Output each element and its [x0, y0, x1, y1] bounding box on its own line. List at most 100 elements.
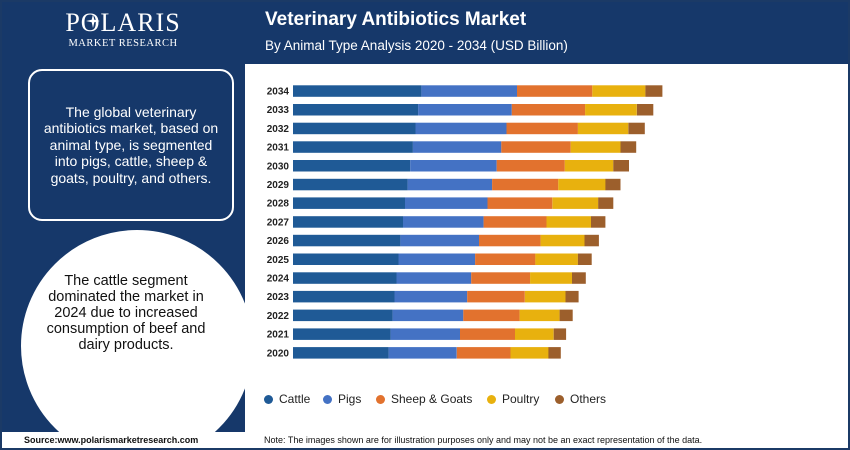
legend-label: Cattle	[279, 392, 311, 406]
year-label: 2034	[267, 87, 290, 98]
bar-segment-sheep-goats	[467, 290, 525, 303]
sidebar: POLARIS MARKET RESEARCH The global veter…	[2, 2, 245, 432]
legend-item-others: Others	[555, 392, 606, 406]
bar-segment-sheep-goats	[475, 253, 536, 265]
bar-segment-sheep-goats	[483, 216, 547, 228]
legend-label: Sheep & Goats	[391, 392, 473, 406]
year-label: 2024	[267, 274, 290, 285]
bar-segment-others	[605, 178, 621, 191]
legend-swatch	[323, 394, 332, 404]
bar-segment-pigs	[390, 328, 460, 340]
bar-segment-others	[620, 141, 637, 153]
bar-segment-poultry	[515, 328, 554, 340]
bar-segment-sheep-goats	[511, 104, 586, 116]
bar-segment-sheep-goats	[460, 328, 515, 340]
year-label: 2032	[267, 124, 290, 135]
bar-segment-cattle	[293, 290, 395, 303]
brand-logo: POLARIS MARKET RESEARCH	[48, 8, 198, 50]
stacked-bar-chart: 2034 2033 2032 2031 2030 2029 2028 2027 2026 2025…	[267, 85, 663, 359]
year-label: 2026	[267, 236, 290, 247]
chart-subtitle: By Animal Type Analysis 2020 - 2034 (USD…	[265, 38, 568, 53]
bar-segment-others	[548, 347, 561, 359]
legend-label: Others	[570, 392, 607, 406]
chart-title: Veterinary Antibiotics Market	[265, 9, 527, 30]
year-label: 2031	[267, 143, 290, 154]
legend-item-cattle: Cattle	[264, 392, 310, 406]
bar-segment-cattle	[293, 197, 405, 209]
year-label: 2030	[267, 161, 290, 172]
bar-segment-cattle	[293, 178, 408, 191]
legend-item-sheep-goats: Sheep & Goats	[376, 392, 472, 406]
bar-segment-poultry	[540, 234, 585, 247]
bar-segment-cattle	[293, 216, 403, 228]
bar-segment-pigs	[418, 104, 512, 116]
bar-segment-others	[572, 272, 586, 284]
bar-segment-poultry	[558, 178, 606, 191]
bar-segment-sheep-goats	[456, 347, 511, 359]
bar-segment-cattle	[293, 104, 419, 116]
bar-segment-poultry	[577, 122, 629, 135]
bar-segment-poultry	[535, 253, 578, 265]
year-label: 2028	[267, 199, 290, 210]
bar-segment-sheep-goats	[487, 197, 553, 209]
bar-segment-sheep-goats	[506, 122, 578, 135]
year-label: 2021	[267, 330, 290, 341]
bar-segment-poultry	[546, 216, 591, 228]
bar-segment-pigs	[394, 290, 468, 303]
bar-segment-pigs	[392, 309, 464, 322]
legend-swatch	[376, 394, 385, 404]
bar-segment-others	[636, 104, 654, 116]
bar-segment-cattle	[293, 234, 401, 247]
bar-segment-cattle	[293, 272, 397, 284]
year-label: 2027	[267, 217, 290, 228]
bar-segment-pigs	[396, 272, 472, 284]
bar-segment-sheep-goats	[517, 85, 593, 97]
bar-segment-others	[565, 290, 579, 303]
year-label: 2025	[267, 255, 290, 266]
bar-segment-others	[584, 234, 599, 247]
bar-segment-pigs	[400, 234, 479, 247]
bar-segment-pigs	[410, 160, 497, 172]
bar-segment-poultry	[570, 141, 621, 153]
year-label: 2020	[267, 348, 290, 359]
bar-segment-others	[598, 197, 614, 209]
bar-segment-others	[559, 309, 573, 322]
bar-segment-pigs	[403, 216, 484, 228]
bar-segment-cattle	[293, 253, 399, 265]
bar-segment-cattle	[293, 328, 391, 340]
legend-label: Pigs	[338, 392, 362, 406]
bar-segment-sheep-goats	[479, 234, 541, 247]
bar-segment-poultry	[585, 104, 637, 116]
bar-segment-cattle	[293, 141, 413, 153]
bar-segment-poultry	[524, 290, 566, 303]
summary-text: The global veterinary antibiotics market…	[43, 103, 219, 186]
bar-segment-pigs	[421, 85, 517, 97]
bar-segment-cattle	[293, 309, 393, 322]
chart-header: Veterinary Antibiotics Market By Animal …	[245, 2, 848, 64]
bar-segment-pigs	[415, 122, 507, 135]
highlight-text: The cattle segment dominated the market …	[46, 273, 206, 353]
highlight-circle	[18, 227, 245, 432]
bar-segment-sheep-goats	[496, 160, 565, 172]
bar-segment-sheep-goats	[471, 272, 531, 284]
legend-swatch	[555, 394, 564, 404]
bar-segment-pigs	[388, 347, 457, 359]
bar-segment-poultry	[510, 347, 549, 359]
legend-label: Poultry	[502, 392, 540, 406]
legend-swatch	[264, 394, 273, 404]
bar-segment-poultry	[530, 272, 572, 284]
bar-segment-poultry	[519, 309, 560, 322]
bar-segment-others	[613, 160, 629, 172]
bar-segment-others	[553, 328, 567, 340]
bar-segment-pigs	[412, 141, 502, 153]
bar-segment-others	[591, 216, 606, 228]
brand-name: POLARIS	[65, 8, 181, 37]
bar-segment-others	[577, 253, 592, 265]
bar-segment-poultry	[592, 85, 646, 97]
summary-box: The global veterinary antibiotics market…	[28, 69, 234, 221]
bar-segment-pigs	[407, 178, 493, 191]
bar-segment-others	[645, 85, 663, 97]
bar-segment-pigs	[398, 253, 476, 265]
year-label: 2022	[267, 311, 290, 322]
